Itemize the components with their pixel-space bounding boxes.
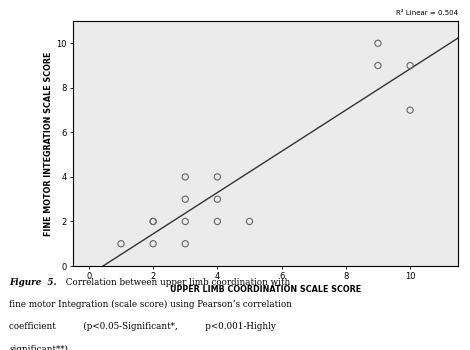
Text: R² Linear = 0.504: R² Linear = 0.504: [396, 10, 458, 16]
Point: [181, 174, 189, 180]
Text: fine motor Integration (scale score) using Pearson’s correlation: fine motor Integration (scale score) usi…: [9, 300, 292, 309]
Point: [118, 241, 125, 246]
Text: Correlation between upper limb coordination with: Correlation between upper limb coordinat…: [63, 278, 291, 287]
X-axis label: UPPER LIMB COORDINATION SCALE SCORE: UPPER LIMB COORDINATION SCALE SCORE: [170, 285, 361, 294]
Point: [213, 174, 221, 180]
Point: [149, 219, 157, 224]
Point: [374, 41, 382, 46]
Point: [181, 219, 189, 224]
Point: [246, 219, 253, 224]
Point: [149, 241, 157, 246]
Point: [149, 219, 157, 224]
Point: [181, 241, 189, 246]
Point: [213, 219, 221, 224]
Text: coefficient          (p<0.05-Significant*,          p<0.001-Highly: coefficient (p<0.05-Significant*, p<0.00…: [9, 322, 276, 331]
Point: [406, 107, 414, 113]
Text: significant**).: significant**).: [9, 344, 71, 350]
Text: Figure  5.: Figure 5.: [9, 278, 57, 287]
Point: [181, 196, 189, 202]
Point: [374, 63, 382, 68]
Point: [406, 63, 414, 68]
Point: [213, 196, 221, 202]
Y-axis label: FINE MOTOR INTEGRATION SCALE SCORE: FINE MOTOR INTEGRATION SCALE SCORE: [44, 51, 53, 236]
